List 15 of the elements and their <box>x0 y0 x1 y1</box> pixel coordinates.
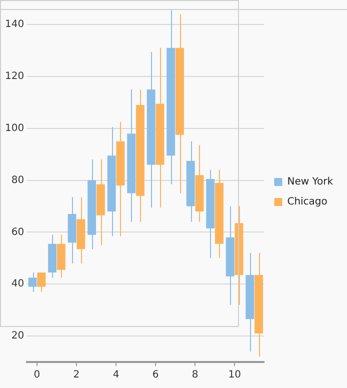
y-tick-label: 80 <box>11 174 24 186</box>
y-tick-label: 20 <box>11 330 24 342</box>
x-tick-label: 2 <box>73 370 80 381</box>
y-tick-label: 120 <box>4 71 24 82</box>
y-tick-label: 100 <box>4 122 24 134</box>
x-tick-label: 10 <box>228 370 241 381</box>
x-tick-label: 6 <box>152 370 159 381</box>
x-tick-label: 0 <box>34 370 40 381</box>
x-tick-label: 4 <box>112 370 120 381</box>
x-tick-label: 8 <box>192 370 198 381</box>
y-tick-label: 60 <box>11 226 24 238</box>
legend-label: Chicago <box>287 196 328 208</box>
legend-label: New York <box>287 176 334 188</box>
y-tick-label: 40 <box>11 278 24 290</box>
y-tick-label: 140 <box>4 19 24 30</box>
